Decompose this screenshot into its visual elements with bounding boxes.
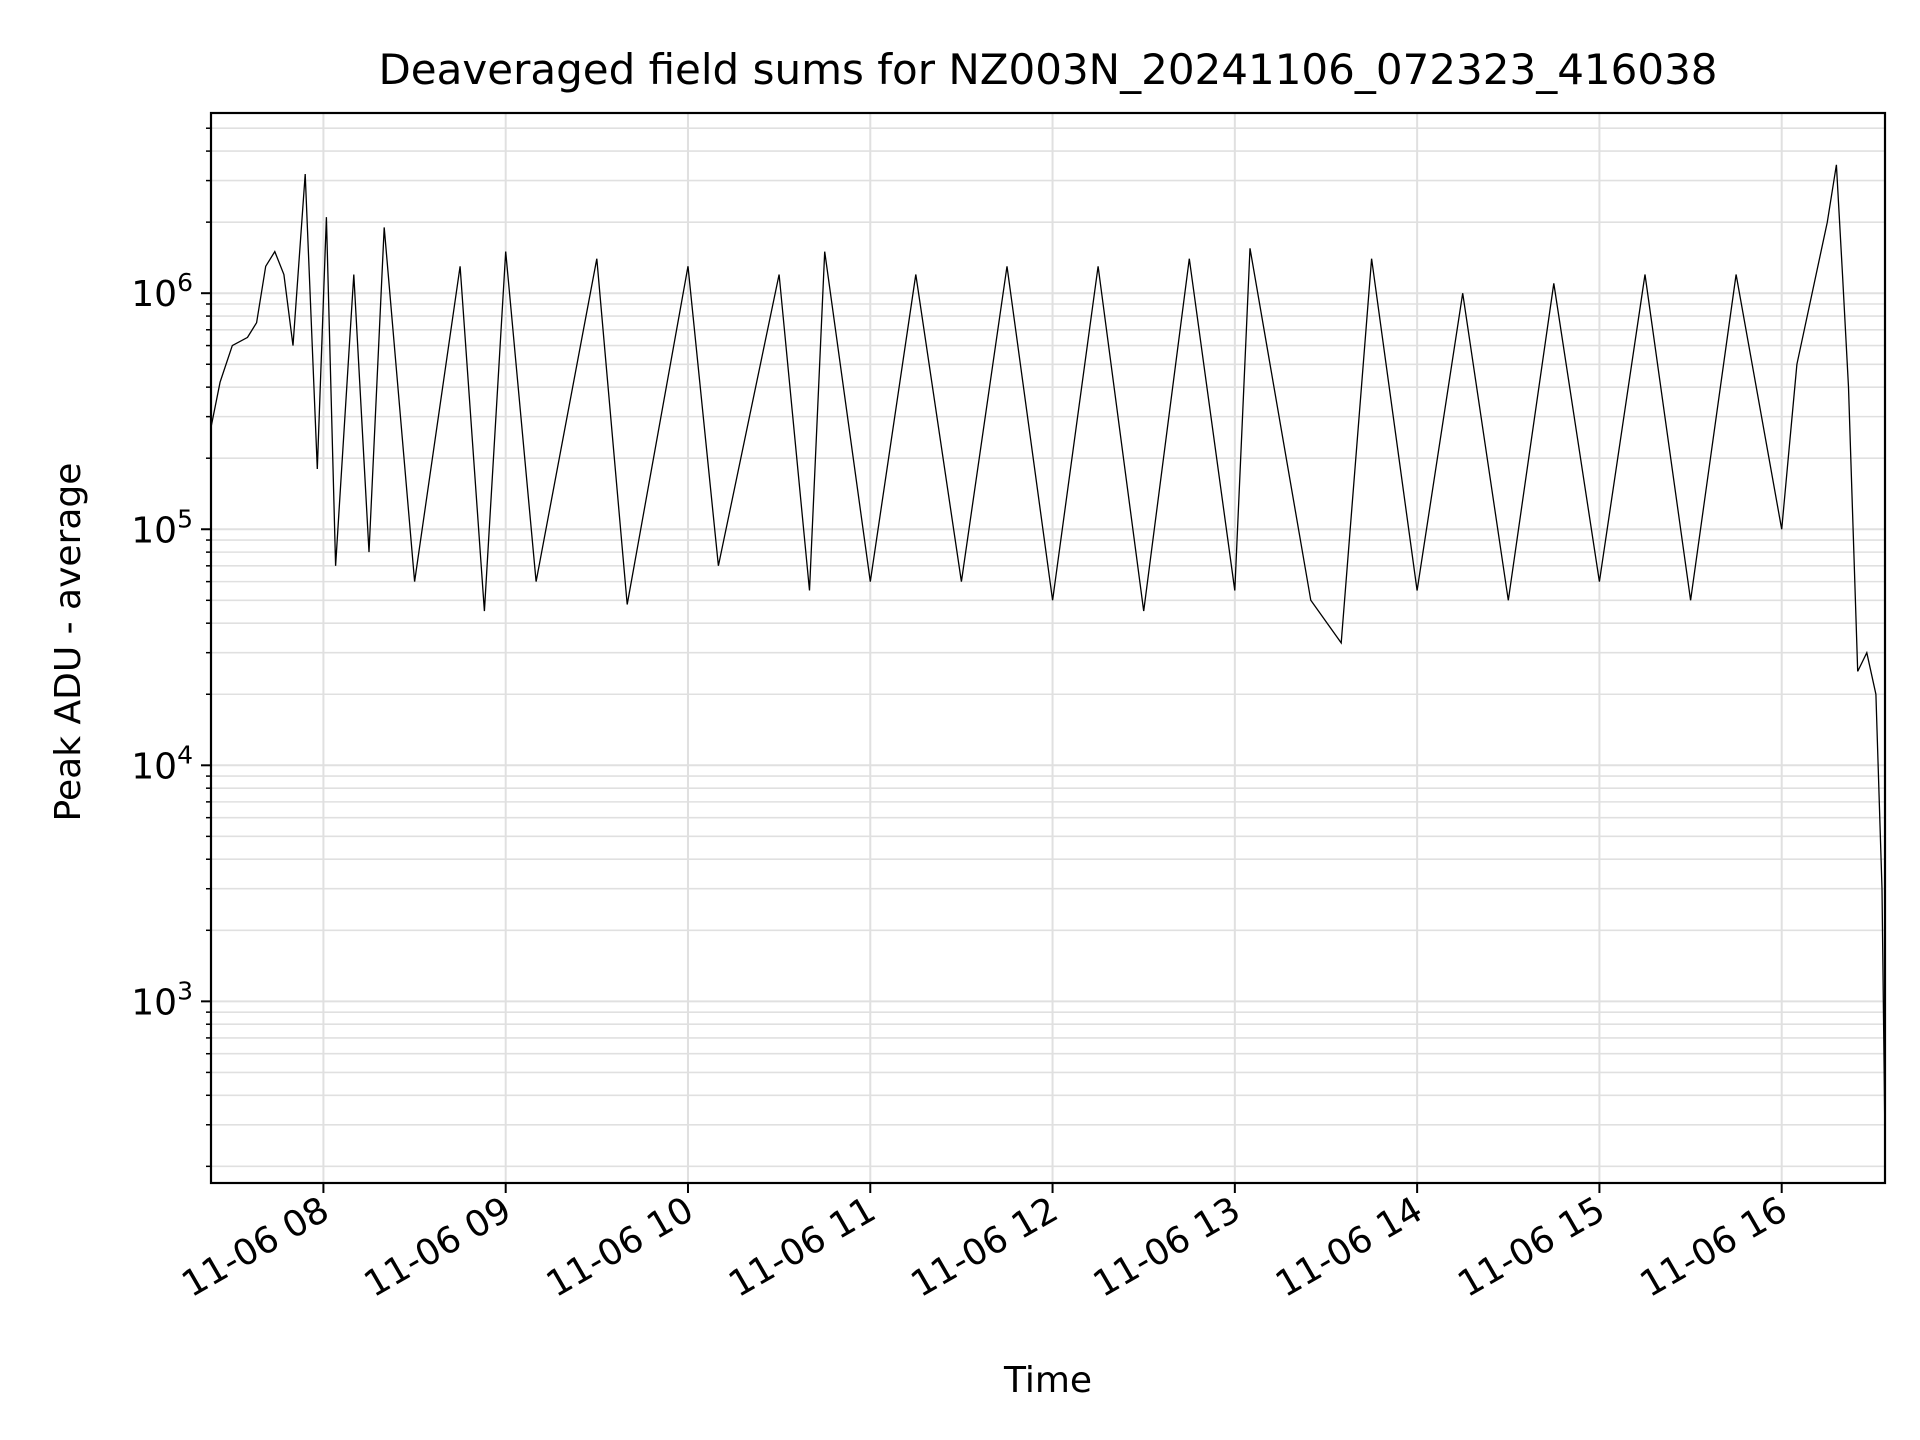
chart-title: Deaveraged field sums for NZ003N_2024110… bbox=[378, 45, 1717, 94]
grid bbox=[211, 113, 1885, 1183]
plot-frame bbox=[209, 111, 1887, 1185]
y-axis-label: Peak ADU - average bbox=[48, 463, 89, 822]
x-axis-label: Time bbox=[1003, 1360, 1092, 1401]
series-line bbox=[210, 164, 1886, 1144]
